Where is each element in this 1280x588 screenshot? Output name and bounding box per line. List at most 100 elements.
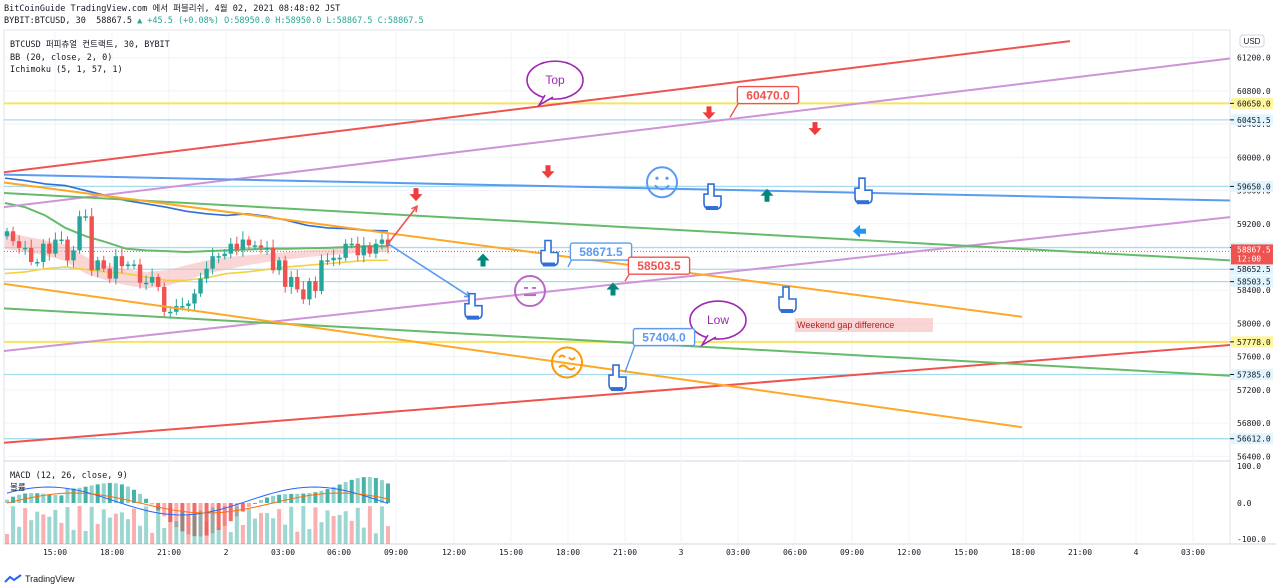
- volume-bar: [259, 512, 263, 544]
- price-level-label: 60650.0: [1237, 99, 1271, 108]
- macd-histogram-bar: [11, 496, 16, 503]
- trend-line-blue-flat[interactable]: [0, 173, 1230, 202]
- callout-low[interactable]: Low: [689, 300, 747, 348]
- arrow-up-icon[interactable]: [760, 188, 774, 202]
- trend-line-red-rising-lower[interactable]: [0, 344, 1230, 444]
- price-callout[interactable]: 60470.0: [729, 85, 800, 118]
- pointing-hand-icon[interactable]: [854, 177, 873, 205]
- candle-body: [264, 247, 270, 250]
- macd-histogram-bar: [361, 477, 366, 503]
- candle-body: [337, 257, 342, 260]
- price-callout[interactable]: 58671.5: [567, 242, 633, 268]
- volume-bar: [41, 514, 46, 544]
- candle-body: [143, 282, 149, 285]
- volume-bar: [349, 520, 354, 544]
- arrow-down-icon[interactable]: [541, 165, 555, 179]
- arrow-left-icon[interactable]: [853, 224, 866, 238]
- projection-arrowhead: [411, 205, 419, 213]
- candle-body: [119, 256, 125, 267]
- pointing-hand-icon[interactable]: [464, 292, 483, 320]
- trend-lines[interactable]: [0, 40, 1230, 444]
- candle-body: [276, 260, 282, 271]
- currency-badge[interactable]: USD: [1239, 34, 1265, 48]
- x-tick-label: 03:00: [271, 548, 295, 557]
- callout-tail: [699, 334, 717, 348]
- trend-line-orange-upper[interactable]: [0, 181, 1023, 318]
- volume-bar: [198, 510, 203, 544]
- callout-box: [736, 85, 800, 105]
- trend-line-violet-upper[interactable]: [0, 57, 1230, 209]
- x-tick-label: 12:00: [897, 548, 921, 557]
- candle-body: [180, 305, 185, 308]
- neutral-face-icon[interactable]: [514, 275, 546, 308]
- macd-histogram-bar: [180, 503, 185, 532]
- callout-pointer: [624, 343, 637, 373]
- note-text: Weekend gap difference: [797, 320, 894, 330]
- legend-bb[interactable]: BB (20, close, 2, 0): [10, 53, 112, 63]
- price-level-label: 58503.5: [1237, 278, 1271, 287]
- macd-histogram-bar: [277, 494, 282, 503]
- arrow-up-icon[interactable]: [606, 282, 620, 296]
- trend-line-red-rising-upper[interactable]: [0, 40, 1071, 174]
- currency-label: USD: [1244, 37, 1261, 46]
- y-tick-label: 56400.0: [1237, 452, 1271, 461]
- candle-body: [258, 245, 264, 248]
- weekend-gap-note[interactable]: Weekend gap difference: [795, 318, 933, 333]
- macd-histogram-bar: [343, 482, 348, 503]
- projection-down-projection[interactable]: [387, 243, 471, 298]
- candlesticks: [4, 208, 391, 319]
- macd-histogram-bar: [379, 480, 384, 503]
- candle-body: [198, 278, 203, 294]
- callout-top[interactable]: Top: [526, 60, 584, 108]
- volume-bar: [289, 506, 294, 544]
- trend-line-violet-lower[interactable]: [0, 216, 1230, 352]
- trend-line-green-upper[interactable]: [0, 191, 1230, 262]
- macd-histogram-bar: [132, 489, 136, 503]
- hand-cuff: [611, 387, 623, 392]
- x-tick-label: 09:00: [840, 548, 864, 557]
- candle-body: [379, 239, 385, 244]
- annotations[interactable]: Top Low 60470.0 58671.5 58503.5 57404.0 Weeken…: [526, 60, 933, 373]
- dizzy-face-icon[interactable]: [551, 346, 583, 379]
- legend-symbol[interactable]: BTCUSD 퍼피츄얼 컨트랙트, 30, BYBIT: [10, 39, 170, 50]
- callout-box: [569, 242, 633, 261]
- arrow-down-icon[interactable]: [808, 122, 822, 136]
- time-axis[interactable]: 15:00 18:00 21:00 2 03:00 06:00 09:00 12:00 15:0…: [43, 548, 1205, 557]
- arrow-up-icon[interactable]: [476, 253, 490, 267]
- pointing-hand-icon[interactable]: [703, 183, 722, 211]
- drawing-markers[interactable]: [409, 106, 873, 392]
- x-tick-label: 15:00: [43, 548, 67, 557]
- trend-line-orange-lower[interactable]: [0, 282, 1023, 429]
- y-tick-label: 58000.0: [1237, 319, 1271, 328]
- tradingview-logo[interactable]: TradingView: [4, 574, 75, 584]
- candle-body: [47, 243, 52, 254]
- arrow-down-icon[interactable]: [702, 106, 716, 120]
- pointing-hand-icon[interactable]: [540, 239, 559, 267]
- macd-histogram-bar: [53, 495, 58, 503]
- price-axis[interactable]: 61200.060800.060400.060000.059600.059200…: [1230, 54, 1273, 544]
- macd-histogram-bar: [216, 503, 221, 530]
- legend-macd[interactable]: MACD (12, 26, close, 9): [10, 471, 128, 481]
- arrow-down-icon[interactable]: [409, 188, 423, 202]
- volume-bar: [283, 524, 288, 544]
- candle-body: [16, 241, 22, 248]
- last-price-tag[interactable]: [1231, 244, 1273, 265]
- legend-ichimoku[interactable]: Ichimoku (5, 1, 57, 1): [10, 65, 123, 75]
- price-callout[interactable]: 57404.0: [624, 327, 696, 373]
- trend-line-green-lower[interactable]: [0, 307, 1230, 377]
- projection-up-projection[interactable]: [387, 205, 418, 245]
- price-level-label: 56612.0: [1237, 435, 1271, 444]
- bb-upper-line: [4, 177, 389, 232]
- happy-face-icon[interactable]: [646, 166, 678, 199]
- pointing-hand-icon[interactable]: [608, 364, 627, 392]
- macd-histogram-bar: [252, 503, 257, 504]
- pointing-hand-icon[interactable]: [778, 286, 797, 314]
- legend-volume: 볼륨: [10, 482, 26, 493]
- callout-box: [627, 256, 691, 275]
- y-tick-label: 57600.0: [1237, 353, 1271, 362]
- macd-histogram-bar: [271, 495, 276, 503]
- candle-body: [28, 247, 34, 262]
- price-callout[interactable]: 58503.5: [624, 256, 691, 282]
- volume-bar: [295, 531, 300, 544]
